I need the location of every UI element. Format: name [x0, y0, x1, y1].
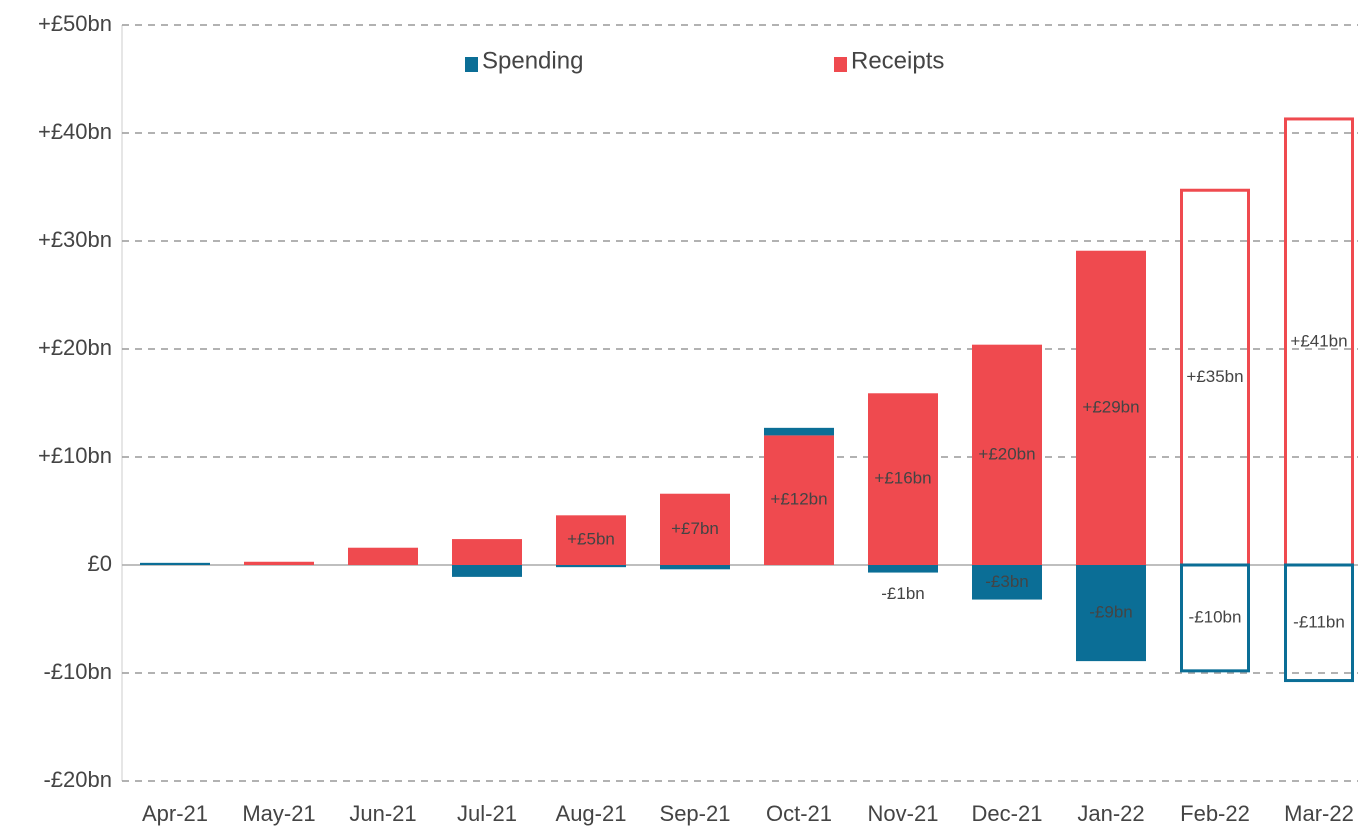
data-label: +£29bn	[1082, 397, 1139, 416]
data-label: -£9bn	[1089, 603, 1132, 622]
x-tick-label: Feb-22	[1180, 801, 1250, 826]
x-tick-label: Oct-21	[766, 801, 832, 826]
y-tick-label: -£20bn	[43, 767, 112, 792]
bar	[660, 565, 730, 570]
bar	[556, 515, 626, 565]
bar	[1180, 563, 1250, 673]
x-tick-label: May-21	[242, 801, 315, 826]
y-tick-label: +£30bn	[38, 227, 112, 252]
data-label: +£5bn	[567, 530, 615, 549]
x-tick-label: Dec-21	[972, 801, 1043, 826]
data-label: -£10bn	[1189, 607, 1242, 626]
x-tick-label: Mar-22	[1284, 801, 1354, 826]
data-label: +£7bn	[671, 519, 719, 538]
data-label: +£16bn	[874, 469, 931, 488]
bar	[1284, 563, 1354, 683]
bar	[972, 344, 1042, 565]
bar	[556, 565, 626, 568]
bar	[764, 427, 834, 436]
bar	[868, 565, 938, 573]
legend-swatch	[465, 57, 478, 72]
data-label: +£35bn	[1186, 367, 1243, 386]
x-tick-label: Jul-21	[457, 801, 517, 826]
bar	[452, 565, 522, 577]
y-tick-label: £0	[88, 551, 112, 576]
bar	[660, 493, 730, 565]
legend-swatch	[834, 57, 847, 72]
bar	[1076, 565, 1146, 662]
legend-label: Receipts	[851, 47, 944, 74]
bar	[452, 539, 522, 565]
data-label: +£41bn	[1290, 331, 1347, 350]
data-label: -£3bn	[985, 572, 1028, 591]
bar	[868, 393, 938, 565]
x-tick-label: Jun-21	[349, 801, 416, 826]
x-tick-label: Jan-22	[1077, 801, 1144, 826]
y-tick-label: +£20bn	[38, 335, 112, 360]
y-tick-label: -£10bn	[43, 659, 112, 684]
x-tick-label: Sep-21	[660, 801, 731, 826]
data-label: -£11bn	[1293, 612, 1345, 631]
data-label: +£12bn	[770, 490, 827, 509]
legend-label: Spending	[482, 47, 583, 74]
x-tick-label: Aug-21	[556, 801, 627, 826]
x-tick-label: Nov-21	[868, 801, 939, 826]
y-tick-label: +£40bn	[38, 119, 112, 144]
bar	[348, 547, 418, 565]
y-tick-label: +£50bn	[38, 11, 112, 36]
y-tick-label: +£10bn	[38, 443, 112, 468]
x-tick-label: Apr-21	[142, 801, 208, 826]
bar	[244, 561, 314, 565]
bar	[1076, 250, 1146, 565]
bar	[972, 565, 1042, 600]
data-label: -£1bn	[881, 584, 924, 603]
data-label: +£20bn	[978, 444, 1035, 463]
bar	[140, 562, 210, 565]
bar	[764, 435, 834, 565]
